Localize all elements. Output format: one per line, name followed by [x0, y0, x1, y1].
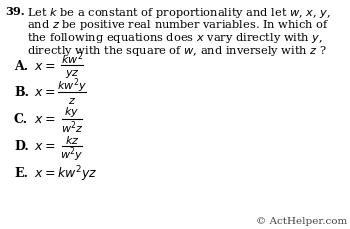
Text: $kw^2$: $kw^2$ [61, 50, 83, 66]
Text: Let $k$ be a constant of proportionality and let $w$, $x$, $y$,: Let $k$ be a constant of proportionality… [27, 6, 331, 20]
Text: $z$: $z$ [68, 95, 76, 105]
Text: and $z$ be positive real number variables. In which of: and $z$ be positive real number variable… [27, 18, 329, 32]
Text: © ActHelper.com: © ActHelper.com [256, 216, 347, 225]
Text: $ky$: $ky$ [64, 105, 79, 119]
Text: $yz$: $yz$ [64, 67, 79, 79]
Text: $w^2y$: $w^2y$ [60, 144, 84, 163]
Text: $x = kw^2yz$: $x = kw^2yz$ [34, 164, 97, 183]
Text: $w^2z$: $w^2z$ [61, 119, 83, 135]
Text: 39.: 39. [5, 6, 24, 17]
Text: $x = $: $x = $ [34, 113, 55, 126]
Text: B.: B. [14, 86, 29, 99]
Text: D.: D. [14, 140, 29, 153]
Text: A.: A. [14, 59, 28, 72]
Text: $x = $: $x = $ [34, 140, 55, 153]
Text: $x = $: $x = $ [34, 59, 55, 72]
Text: E.: E. [14, 167, 28, 180]
Text: the following equations does $x$ vary directly with $y$,: the following equations does $x$ vary di… [27, 31, 323, 45]
Text: C.: C. [14, 113, 28, 126]
Text: directly with the square of $w$, and inversely with $z$ ?: directly with the square of $w$, and inv… [27, 43, 327, 57]
Text: $x = $: $x = $ [34, 86, 55, 99]
Text: $kz$: $kz$ [65, 133, 79, 145]
Text: $kw^2y$: $kw^2y$ [57, 76, 87, 94]
